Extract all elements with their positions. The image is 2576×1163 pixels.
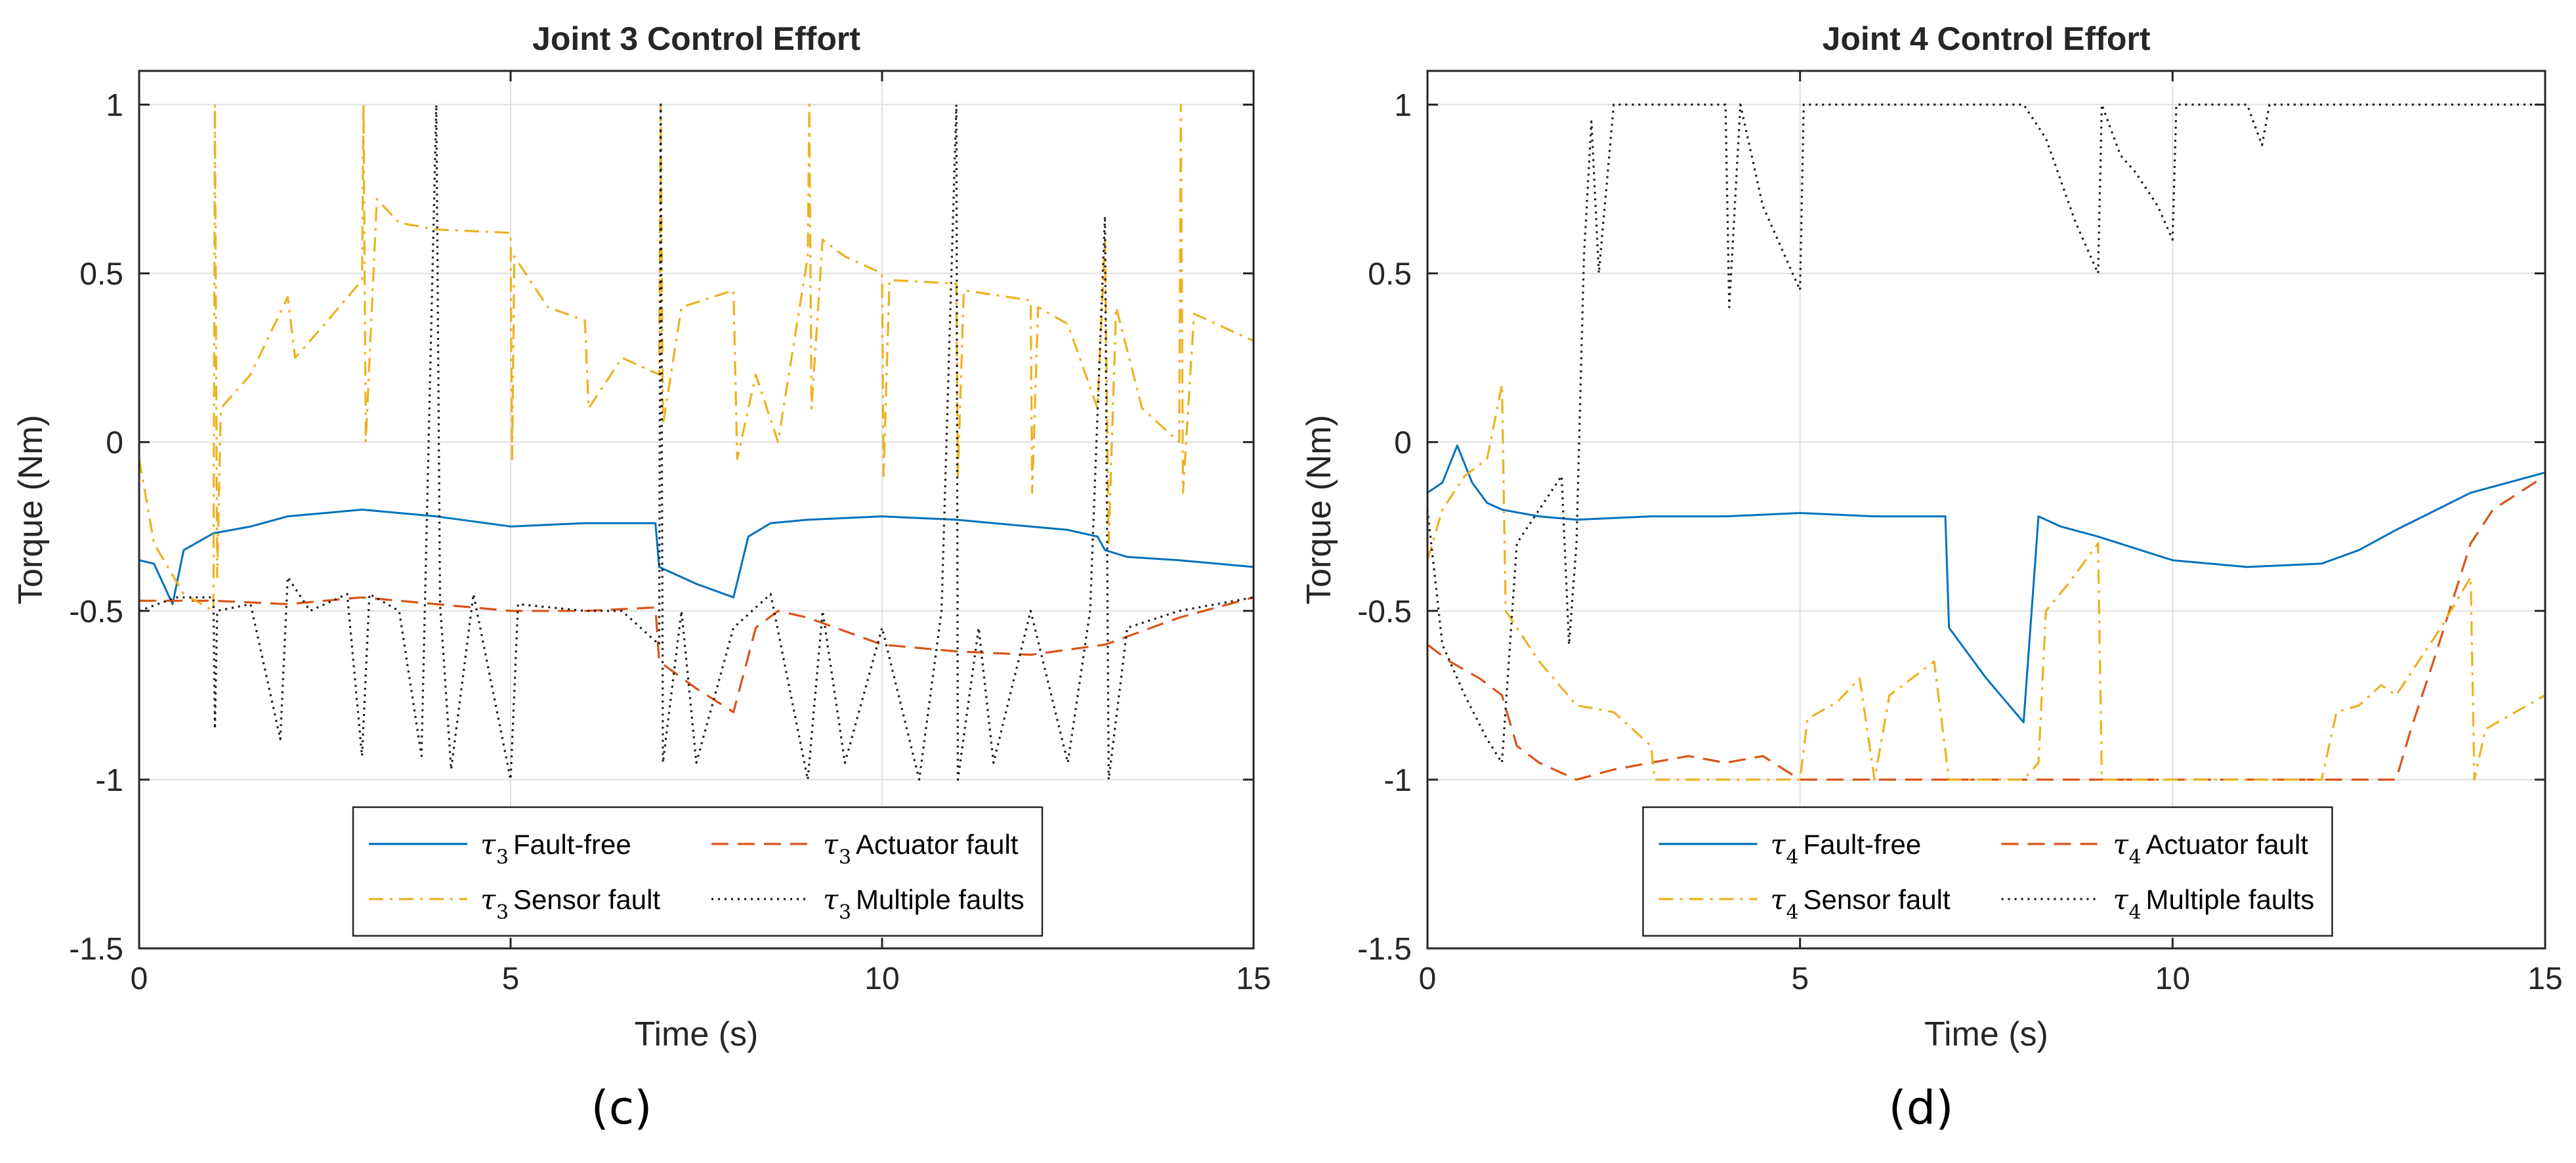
panel-caption: (c) — [591, 1081, 652, 1135]
y-tick-label: -1 — [1383, 763, 1412, 798]
plot-area — [139, 71, 1254, 948]
legend-symbol: τ — [2113, 883, 2129, 916]
y-tick-label: -0.5 — [1357, 595, 1412, 629]
x-tick-label: 15 — [2527, 962, 2562, 996]
chart-title: Joint 4 Control Effort — [1823, 20, 2151, 57]
panel-caption: (d) — [1888, 1081, 1953, 1135]
y-tick-label: 0 — [106, 426, 123, 461]
legend-label: Actuator fault — [2146, 829, 2309, 860]
legend-symbol: τ — [823, 828, 839, 860]
legend-item-sensor-fault: τ 3 Sensor fault — [369, 883, 660, 924]
legend-symbol: τ — [480, 828, 496, 860]
legend-subscript: 4 — [1786, 901, 1799, 924]
legend-item-multiple-faults: τ 4 Multiple faults — [2001, 883, 2315, 924]
legend-subscript: 4 — [1786, 846, 1799, 869]
y-axis-label: Torque (Nm) — [1300, 415, 1338, 604]
legend-symbol: τ — [480, 883, 496, 916]
y-tick-label: -0.5 — [69, 595, 123, 629]
legend-subscript: 3 — [496, 901, 509, 924]
legend-symbol: τ — [823, 883, 839, 916]
y-tick-label: -1.5 — [1357, 932, 1412, 967]
x-tick-label: 10 — [864, 962, 899, 996]
legend-subscript: 3 — [839, 846, 851, 869]
legend-subscript: 4 — [2129, 846, 2142, 869]
legend-subscript: 4 — [2129, 901, 2142, 924]
y-axis-label: Torque (Nm) — [12, 415, 50, 604]
legend-symbol: τ — [1771, 883, 1786, 916]
x-tick-label: 15 — [1236, 962, 1271, 996]
legend-symbol: τ — [1771, 828, 1786, 860]
series-line-fault-free — [138, 509, 1254, 605]
y-tick-label: 0.5 — [1368, 257, 1412, 292]
x-tick-label: 5 — [1791, 962, 1809, 996]
y-tick-label: 1 — [106, 88, 123, 123]
x-axis-label: Time (s) — [1924, 1015, 2048, 1053]
legend-subscript: 3 — [839, 901, 851, 924]
x-tick-label: 0 — [1419, 962, 1437, 996]
legend-item-multiple-faults: τ 3 Multiple faults — [711, 883, 1024, 924]
legend-label: Fault-free — [513, 829, 631, 860]
series-line-multiple-faults — [1426, 103, 2545, 764]
series-line-multiple-faults — [138, 103, 1254, 781]
axes-box — [1426, 70, 2546, 950]
legend-symbol: τ — [2113, 828, 2129, 860]
legend-box — [352, 806, 1044, 937]
chart-joint-4: 0 5 10 15 -1.5 -1 -0.5 0 0.5 1 Joint 4 Control Eff… — [1300, 20, 2563, 1135]
y-tick-label: 0.5 — [79, 257, 123, 292]
series-line-fault-free — [1427, 444, 2546, 723]
legend-label: Sensor fault — [513, 884, 660, 915]
y-tick-label: -1 — [95, 763, 123, 798]
chart-joint-3: 0 5 10 15 -1.5 -1 -0.5 0 0.5 1 Joint 3 Control Eff… — [12, 20, 1271, 1135]
legend-box — [1642, 806, 2333, 937]
legend-item-fault-free: τ 4 Fault-free — [1658, 828, 1922, 869]
legend-subscript: 3 — [496, 846, 509, 869]
x-tick-label: 5 — [502, 962, 520, 996]
axes-box — [138, 70, 1255, 950]
series-line-sensor-fault — [1426, 383, 2546, 781]
legend-label: Fault-free — [1804, 829, 1922, 860]
x-tick-label: 0 — [131, 962, 148, 996]
x-tick-label: 10 — [2155, 962, 2190, 996]
series-line-sensor-fault — [138, 103, 1254, 612]
chart-title: Joint 3 Control Effort — [532, 20, 860, 57]
x-axis-label: Time (s) — [635, 1015, 759, 1053]
series-line-actuator-fault — [139, 596, 1254, 713]
series-line-actuator-fault — [1427, 475, 2546, 781]
legend-label: Sensor fault — [1804, 884, 1951, 915]
legend-label: Actuator fault — [856, 829, 1019, 860]
legend-item-actuator-fault: τ 3 Actuator fault — [711, 828, 1019, 869]
y-tick-label: 1 — [1394, 88, 1412, 123]
legend-item-sensor-fault: τ 4 Sensor fault — [1658, 883, 1951, 924]
y-tick-label: 0 — [1394, 426, 1412, 461]
y-tick-label: -1.5 — [69, 932, 123, 967]
plot-area — [1427, 71, 2545, 948]
legend-item-actuator-fault: τ 4 Actuator fault — [2001, 828, 2309, 869]
legend-label: Multiple faults — [856, 884, 1024, 915]
legend-label: Multiple faults — [2146, 884, 2315, 915]
legend-item-fault-free: τ 3 Fault-free — [369, 828, 631, 869]
